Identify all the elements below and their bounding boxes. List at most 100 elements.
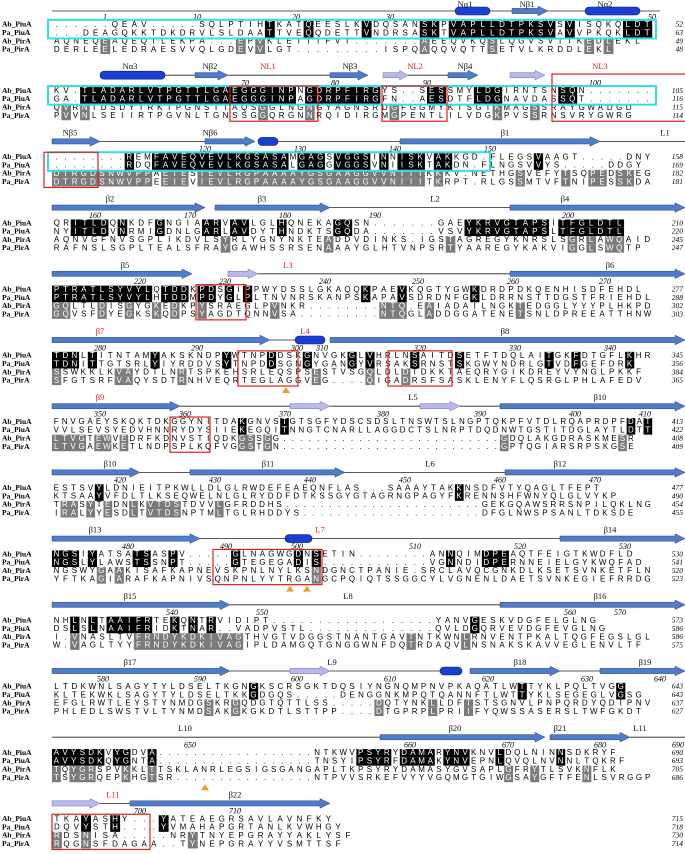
residue-shading — [173, 87, 184, 96]
residue-shading — [155, 87, 165, 96]
residue-shading — [52, 831, 62, 841]
position-number: 670 — [502, 741, 514, 750]
residue-shading — [70, 178, 80, 187]
residue-shading — [80, 227, 90, 237]
residue-shading — [188, 161, 198, 170]
cyan-box — [47, 151, 491, 172]
residue-shading — [179, 641, 189, 650]
position-number: 510 — [409, 542, 421, 551]
sequence: S FGTSRF VA QYSDT R NHVEQRTEGLAGGV E G.... Q IGA D… — [54, 376, 642, 385]
residue-shading — [516, 20, 527, 30]
residue-shading — [266, 351, 277, 361]
residue-shading — [264, 20, 275, 30]
sequence-name: Ab_PirA — [2, 632, 31, 641]
sequence-name: Pa_PiuA — [2, 359, 31, 368]
residue-shading — [397, 285, 407, 294]
residue-shading — [515, 310, 525, 319]
residue-shading — [297, 178, 307, 187]
residue-shading — [473, 87, 484, 96]
position-number: 530 — [619, 542, 631, 551]
residue-shading — [69, 550, 80, 559]
residue-shading — [68, 434, 78, 443]
residue-shading — [504, 773, 514, 783]
sequence-end-number: 303 — [671, 309, 684, 318]
sequence-end-number: 247 — [672, 243, 684, 252]
residue-shading — [52, 169, 62, 179]
residue-shading — [419, 37, 430, 46]
residue-shading — [237, 426, 247, 435]
beta-strand — [399, 136, 601, 147]
residue-shading — [483, 219, 493, 228]
residue-shading — [102, 442, 112, 452]
residue-shading — [115, 293, 125, 303]
residue-shading — [499, 550, 509, 559]
residue-shading — [502, 227, 512, 237]
residue-shading — [642, 29, 653, 38]
sequence-name: Ab_PirA — [2, 103, 31, 112]
residue-shading — [544, 360, 554, 369]
structure-label: NL1 — [260, 61, 276, 71]
residue-shading — [69, 757, 79, 766]
residue-shading — [52, 550, 62, 559]
residue-shading — [311, 376, 321, 386]
sequence-end-number: 730 — [672, 831, 684, 840]
residue-shading — [102, 434, 112, 443]
residue-shading — [152, 153, 162, 162]
sequence-name: Pa_PiuA — [2, 227, 31, 236]
residue-shading — [597, 169, 607, 179]
sequence-name: Pa_PirA — [2, 111, 30, 120]
residue-shading — [605, 219, 615, 228]
residue-shading — [452, 749, 461, 758]
beta-strand — [599, 665, 685, 677]
residue-shading — [461, 633, 471, 642]
short-strand — [382, 69, 409, 81]
residue-shading — [415, 169, 425, 179]
residue-shading — [163, 500, 173, 510]
residue-shading — [60, 442, 70, 452]
short-strand — [227, 268, 259, 279]
residue-shading — [564, 29, 575, 38]
residue-shading — [146, 509, 156, 518]
residue-shading — [249, 682, 259, 692]
residue-shading — [124, 178, 135, 187]
residue-shading — [86, 757, 96, 766]
residue-shading — [222, 351, 232, 361]
residue-shading — [98, 95, 109, 104]
sequence: GQ LTL D IS G YG K E D KP Y SRAEGLP V NKR........ NTQ.… — [53, 302, 650, 311]
structure-label: β11 — [262, 458, 275, 468]
residue-shading — [315, 178, 325, 187]
residue-shading — [69, 509, 78, 518]
residue-shading — [470, 624, 480, 634]
residue-shading — [454, 484, 464, 493]
residue-shading — [97, 302, 107, 311]
residue-shading — [374, 699, 384, 708]
residue-shading — [147, 765, 157, 774]
residue-shading — [60, 749, 70, 758]
position-number: 690 — [672, 741, 684, 750]
sequence-end-number: 158 — [672, 152, 684, 161]
residue-shading — [69, 749, 79, 758]
residue-shading — [242, 178, 253, 187]
sequence-end-number: 454 — [672, 500, 684, 509]
residue-shading — [436, 87, 446, 96]
sequence-name: Pa_PirA — [2, 839, 30, 848]
sequence: I RA L Y Y E SD L T VTDS NPTM L TGLRHDDYS...........… — [55, 508, 633, 517]
residue-shading — [61, 302, 71, 311]
residue-shading — [52, 293, 62, 303]
beta-strand — [504, 467, 685, 478]
residue-shading — [382, 749, 392, 758]
residue-shading — [448, 29, 459, 38]
residue-shading — [558, 219, 568, 228]
position-number: 680 — [594, 741, 606, 750]
residue-shading — [170, 302, 180, 311]
residue-shading — [103, 500, 113, 510]
residue-shading — [342, 161, 353, 170]
residue-shading — [161, 153, 171, 162]
sequence-name: Pa_PiuA — [2, 624, 31, 633]
position-number: 710 — [229, 807, 241, 816]
sequence-name: Pa_PiuA — [2, 558, 31, 567]
loop-box — [229, 85, 319, 122]
position-number: 400 — [569, 410, 581, 419]
residue-shading — [52, 434, 61, 443]
